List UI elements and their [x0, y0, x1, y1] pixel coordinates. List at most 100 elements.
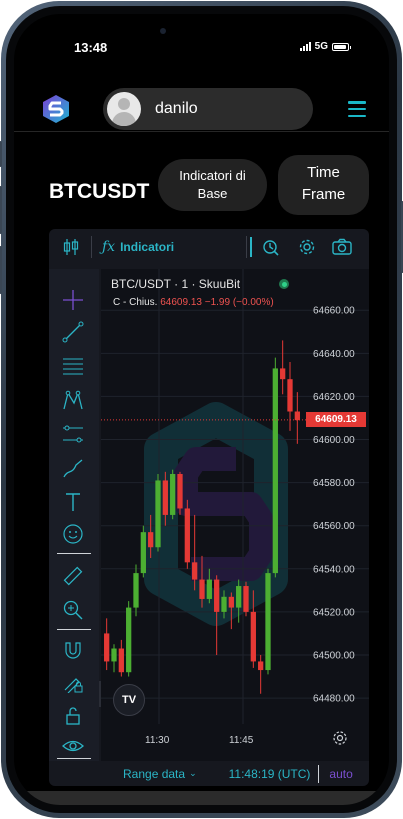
range-data-dropdown[interactable]: Range data — [123, 767, 185, 781]
y-tick-label: 64580.00 — [313, 478, 355, 489]
y-tick-label: 64640.00 — [313, 349, 355, 360]
indicators-tab[interactable]: Indicatori — [120, 240, 174, 254]
last-price-tag: 64609.13 — [306, 412, 366, 427]
base-indicators-label-1: Indicatori di — [158, 167, 267, 185]
settings-gear-icon[interactable] — [298, 238, 316, 256]
volume-up-button — [0, 186, 2, 234]
time-frame-button[interactable]: Time Frame — [278, 155, 369, 215]
tradingview-logo-icon[interactable]: TV — [113, 684, 145, 716]
candle-body — [295, 412, 300, 421]
lock-icon[interactable] — [62, 705, 84, 727]
drawing-toolbar — [49, 269, 99, 761]
candle-body — [287, 379, 292, 411]
candle-body — [177, 474, 182, 508]
bottom-divider — [318, 765, 319, 783]
user-profile-pill[interactable]: danilo — [103, 88, 313, 130]
y-tick-label: 64480.00 — [313, 694, 355, 705]
tradingview-widget: ƒx Indicatori — [49, 229, 369, 786]
network-type: 5G — [315, 41, 328, 52]
x-tick-label: 11:45 — [229, 735, 254, 746]
utc-clock: 11:48:19 (UTC) — [229, 767, 311, 781]
y-tick-label: 64600.00 — [313, 435, 355, 446]
y-tick-label: 64660.00 — [313, 306, 355, 317]
candle-body — [185, 508, 190, 562]
candle-body — [192, 562, 197, 579]
replay-icon[interactable] — [262, 238, 280, 256]
toolbar-separator — [57, 553, 91, 554]
front-camera-icon — [160, 28, 166, 34]
candles-style-icon[interactable] — [63, 238, 79, 256]
emoji-icon[interactable] — [62, 523, 84, 545]
mute-switch — [0, 141, 2, 167]
y-tick-label: 64560.00 — [313, 521, 355, 532]
username: danilo — [155, 100, 198, 118]
fx-icon: ƒx — [102, 239, 115, 255]
toolbar-separator — [57, 629, 91, 630]
candle-body — [111, 649, 116, 662]
y-tick-label: 64520.00 — [313, 607, 355, 618]
candle-body — [199, 580, 204, 599]
candle-body — [104, 633, 109, 661]
prediction-icon[interactable] — [62, 423, 84, 445]
candle-body — [214, 580, 219, 612]
candle-body — [221, 597, 226, 612]
text-tool-icon[interactable] — [62, 491, 84, 513]
candle-body — [163, 480, 168, 514]
y-tick-label: 64540.00 — [313, 564, 355, 575]
magnet-icon[interactable] — [62, 639, 84, 661]
time-frame-label-1: Time — [278, 162, 369, 184]
chart-toolbar: ƒx Indicatori — [49, 229, 369, 265]
brush-icon[interactable] — [62, 457, 84, 479]
base-indicators-button[interactable]: Indicatori di Base — [158, 159, 267, 211]
y-tick-label: 64500.00 — [313, 650, 355, 661]
candle-body — [207, 580, 212, 599]
ruler-icon[interactable] — [62, 565, 84, 587]
candle-body — [141, 532, 146, 573]
chart-settings-icon[interactable] — [332, 730, 348, 746]
fib-retracement-icon[interactable] — [62, 355, 84, 377]
camera-icon[interactable] — [332, 238, 352, 256]
time-frame-label-2: Frame — [278, 184, 369, 206]
candle-body — [126, 608, 131, 673]
candle-body — [243, 586, 248, 612]
price-chart[interactable]: 64660.00 64640.00 64620.00 64600.00 64580.00… — [101, 269, 369, 761]
hamburger-icon[interactable] — [348, 101, 366, 117]
battery-icon — [332, 43, 349, 51]
chevron-down-icon: ⌄ — [189, 768, 197, 779]
candlestick-chart[interactable]: 64660.00 64640.00 64620.00 64600.00 64580.00… — [101, 269, 369, 761]
skuu-logo-icon[interactable] — [42, 94, 70, 124]
chart-legend-title: BTC/USDT · 1 · SkuuBit — [111, 277, 240, 291]
base-indicators-label-2: Base — [158, 185, 267, 203]
candle-body — [229, 597, 234, 608]
candle-body — [119, 649, 124, 673]
y-tick-label: 64620.00 — [313, 392, 355, 403]
crosshair-icon[interactable] — [62, 289, 84, 311]
toolbar-separator — [57, 758, 91, 759]
pattern-icon[interactable] — [62, 389, 84, 411]
series-label: C - Chius. — [113, 297, 157, 308]
status-time: 13:48 — [74, 40, 107, 55]
candle-body — [148, 532, 153, 547]
eye-icon[interactable] — [62, 735, 84, 757]
status-indicators: 5G — [300, 41, 349, 52]
candle-body — [133, 573, 138, 607]
candle-body — [265, 573, 270, 670]
candle-body — [155, 480, 160, 547]
avatar — [107, 92, 141, 126]
candle-body — [170, 474, 175, 515]
last-value: 64609.13 — [160, 297, 202, 308]
bottom-panel-edge — [14, 791, 389, 805]
chart-legend-values: C - Chius. 64609.13 −1.99 (−0.00%) — [113, 297, 274, 308]
auto-scale-toggle[interactable]: auto — [329, 767, 352, 781]
trend-line-icon[interactable] — [62, 321, 84, 343]
app-header: danilo — [14, 76, 389, 132]
candle-body — [236, 586, 241, 608]
screen: 13:48 5G danilo — [14, 14, 389, 805]
zoom-in-icon[interactable] — [62, 599, 84, 621]
candle-body — [258, 661, 263, 670]
bezel: 13:48 5G danilo — [6, 6, 397, 813]
lock-drawing-icon[interactable] — [62, 671, 84, 693]
candle-body — [273, 368, 278, 573]
signal-icon — [300, 42, 311, 51]
